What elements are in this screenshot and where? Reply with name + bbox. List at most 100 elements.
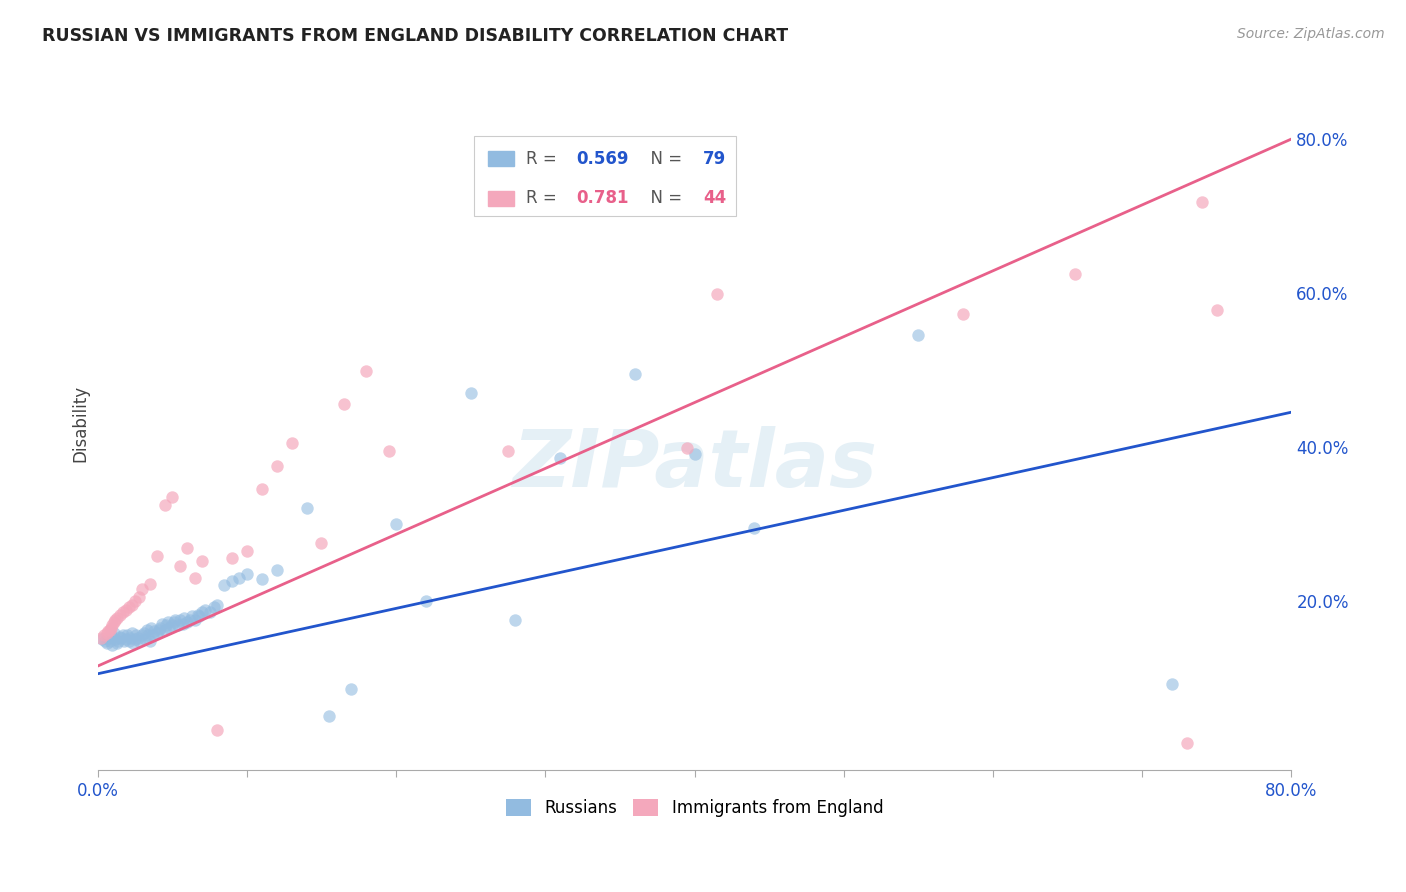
Point: [135, 623, 157, 637]
Point: [141, 621, 163, 635]
Point: [188, 609, 211, 624]
Point: [191, 605, 214, 619]
Point: [548, 451, 571, 466]
Text: R =: R =: [526, 150, 562, 168]
Point: [236, 566, 259, 581]
Point: [163, 615, 186, 630]
Point: [97, 624, 120, 639]
Point: [183, 613, 205, 627]
Point: [160, 490, 183, 504]
Point: [280, 436, 302, 450]
Point: [105, 610, 128, 624]
Point: [107, 633, 129, 648]
Point: [111, 605, 134, 619]
Point: [124, 632, 146, 647]
Point: [110, 632, 132, 646]
Point: [149, 621, 172, 635]
Point: [93, 628, 115, 642]
Point: [122, 636, 145, 650]
Point: [172, 616, 194, 631]
Point: [97, 631, 120, 645]
Point: [176, 615, 198, 630]
Point: [1175, 736, 1198, 750]
Point: [266, 458, 288, 473]
Point: [120, 631, 142, 645]
Point: [354, 364, 377, 378]
Text: 44: 44: [703, 189, 725, 208]
Point: [318, 709, 340, 723]
Point: [221, 574, 243, 589]
Point: [139, 633, 162, 648]
Point: [952, 308, 974, 322]
Point: [415, 593, 437, 607]
Point: [194, 603, 217, 617]
Point: [104, 613, 127, 627]
Point: [101, 618, 124, 632]
Point: [167, 618, 190, 632]
Point: [96, 626, 118, 640]
Text: Source: ZipAtlas.com: Source: ZipAtlas.com: [1237, 27, 1385, 41]
Point: [385, 516, 408, 531]
Point: [180, 609, 202, 624]
Point: [205, 723, 228, 737]
Point: [250, 572, 273, 586]
Point: [143, 624, 166, 639]
Point: [128, 590, 150, 604]
Text: 0.569: 0.569: [576, 150, 628, 168]
Point: [198, 605, 221, 619]
Point: [169, 613, 191, 627]
Point: [104, 632, 127, 647]
Point: [105, 636, 128, 650]
Text: N =: N =: [640, 150, 688, 168]
Point: [205, 598, 228, 612]
Point: [111, 628, 134, 642]
Point: [496, 443, 519, 458]
Point: [1191, 195, 1213, 210]
Point: [236, 543, 259, 558]
Point: [115, 603, 138, 617]
Point: [103, 615, 125, 630]
Point: [121, 598, 143, 612]
Point: [96, 636, 118, 650]
Point: [333, 397, 356, 411]
Point: [125, 628, 148, 642]
Point: [101, 638, 124, 652]
Point: [108, 630, 131, 644]
Point: [221, 551, 243, 566]
Point: [179, 613, 201, 627]
Point: [266, 563, 288, 577]
Text: 0.781: 0.781: [576, 189, 628, 208]
Point: [131, 628, 153, 642]
Point: [124, 593, 146, 607]
Point: [460, 386, 482, 401]
Point: [311, 536, 333, 550]
Point: [90, 631, 112, 645]
Point: [131, 582, 153, 596]
Point: [127, 631, 149, 645]
Point: [624, 367, 647, 381]
Point: [1064, 267, 1087, 281]
Text: N =: N =: [640, 189, 688, 208]
Point: [160, 618, 183, 632]
Text: RUSSIAN VS IMMIGRANTS FROM ENGLAND DISABILITY CORRELATION CHART: RUSSIAN VS IMMIGRANTS FROM ENGLAND DISAB…: [42, 27, 789, 45]
Point: [103, 626, 125, 640]
Point: [94, 633, 117, 648]
Point: [100, 621, 122, 635]
Point: [117, 628, 139, 642]
Point: [114, 634, 136, 648]
FancyBboxPatch shape: [474, 136, 737, 216]
Point: [139, 576, 162, 591]
Point: [187, 607, 209, 622]
Point: [202, 599, 225, 614]
Text: R =: R =: [526, 189, 562, 208]
Point: [136, 628, 159, 642]
Bar: [488, 151, 515, 166]
Point: [340, 682, 363, 697]
Point: [183, 571, 205, 585]
Point: [142, 628, 165, 642]
Point: [157, 621, 180, 635]
Point: [676, 442, 699, 456]
Y-axis label: Disability: Disability: [72, 385, 89, 462]
Point: [683, 448, 706, 462]
Point: [132, 626, 155, 640]
